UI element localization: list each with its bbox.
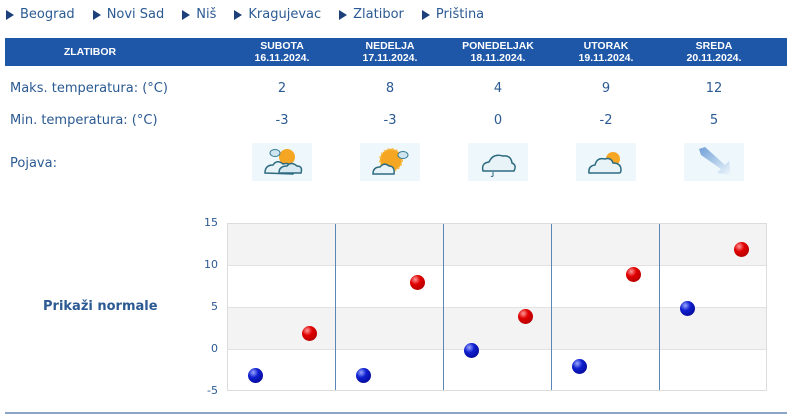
arrow-right-icon bbox=[92, 9, 101, 20]
day-divider bbox=[551, 224, 552, 390]
min-temp-label: Min. temperatura: (°C) bbox=[10, 113, 158, 128]
day-divider bbox=[335, 224, 336, 390]
max-temp-value: 12 bbox=[705, 81, 723, 96]
min-temp-value: -2 bbox=[599, 113, 613, 128]
wind-arrow-icon bbox=[684, 143, 744, 181]
arrow-right-icon bbox=[421, 9, 430, 20]
mostly-sunny-icon bbox=[360, 143, 420, 181]
min-temp-value: -3 bbox=[383, 113, 397, 128]
cloudy-drizzle-icon bbox=[468, 143, 528, 181]
show-normals-link[interactable]: Prikaži normale bbox=[43, 299, 158, 314]
city-nav: Beograd Novi Sad Niš Kragujevac Zlatibor… bbox=[6, 7, 502, 22]
temperature-chart bbox=[227, 223, 767, 391]
arrow-right-icon bbox=[234, 9, 243, 20]
max-temp-label: Maks. temperatura: (°C) bbox=[10, 81, 168, 96]
day-header: NEDELJA 17.11.2024. bbox=[362, 40, 418, 64]
max-temp-point bbox=[733, 241, 749, 257]
nav-pristina[interactable]: Priština bbox=[421, 7, 484, 22]
min-temp-value: -3 bbox=[275, 113, 289, 128]
arrow-right-icon bbox=[6, 9, 14, 20]
grid-band bbox=[228, 308, 766, 350]
min-temp-point bbox=[247, 367, 263, 383]
partly-cloudy-icon bbox=[252, 143, 312, 181]
max-temp-value: 9 bbox=[601, 81, 611, 96]
day-header: UTORAK 19.11.2024. bbox=[578, 40, 634, 64]
grid-band bbox=[228, 350, 766, 392]
max-temp-point bbox=[409, 275, 425, 291]
min-temp-point bbox=[463, 342, 479, 358]
y-tick: 0 bbox=[211, 342, 218, 355]
nav-beograd[interactable]: Beograd bbox=[6, 7, 75, 22]
nav-nis[interactable]: Niš bbox=[182, 7, 216, 22]
max-temp-value: 4 bbox=[493, 81, 503, 96]
nav-novi-sad[interactable]: Novi Sad bbox=[92, 7, 164, 22]
y-tick: -5 bbox=[207, 384, 218, 397]
day-header: SUBOTA 16.11.2024. bbox=[254, 40, 310, 64]
nav-kragujevac[interactable]: Kragujevac bbox=[234, 7, 321, 22]
max-temp-value: 8 bbox=[385, 81, 395, 96]
max-temp-point bbox=[625, 266, 641, 282]
min-temp-value: 0 bbox=[493, 113, 503, 128]
day-header: SREDA 20.11.2024. bbox=[686, 40, 742, 64]
bottom-divider bbox=[5, 412, 787, 414]
day-header: PONEDELJAK 18.11.2024. bbox=[462, 40, 534, 64]
arrow-right-icon bbox=[339, 9, 348, 20]
max-temp-point bbox=[517, 308, 533, 324]
min-temp-value: 5 bbox=[709, 113, 719, 128]
nav-zlatibor[interactable]: Zlatibor bbox=[339, 7, 404, 22]
y-tick: 5 bbox=[211, 300, 218, 313]
y-tick: 15 bbox=[204, 216, 218, 229]
forecast-header: ZLATIBOR SUBOTA 16.11.2024. NEDELJA 17.11.… bbox=[5, 38, 787, 66]
location-title: ZLATIBOR bbox=[63, 46, 117, 58]
max-temp-value: 2 bbox=[277, 81, 287, 96]
phenomenon-label: Pojava: bbox=[10, 156, 57, 171]
day-divider bbox=[659, 224, 660, 390]
min-temp-point bbox=[679, 300, 695, 316]
grid-band bbox=[228, 224, 766, 266]
cloudy-sun-icon bbox=[576, 143, 636, 181]
y-tick: 10 bbox=[204, 258, 218, 271]
min-temp-point bbox=[571, 359, 587, 375]
min-temp-point bbox=[355, 367, 371, 383]
max-temp-point bbox=[301, 325, 317, 341]
grid-band bbox=[228, 266, 766, 308]
arrow-right-icon bbox=[182, 9, 191, 20]
day-divider bbox=[443, 224, 444, 390]
